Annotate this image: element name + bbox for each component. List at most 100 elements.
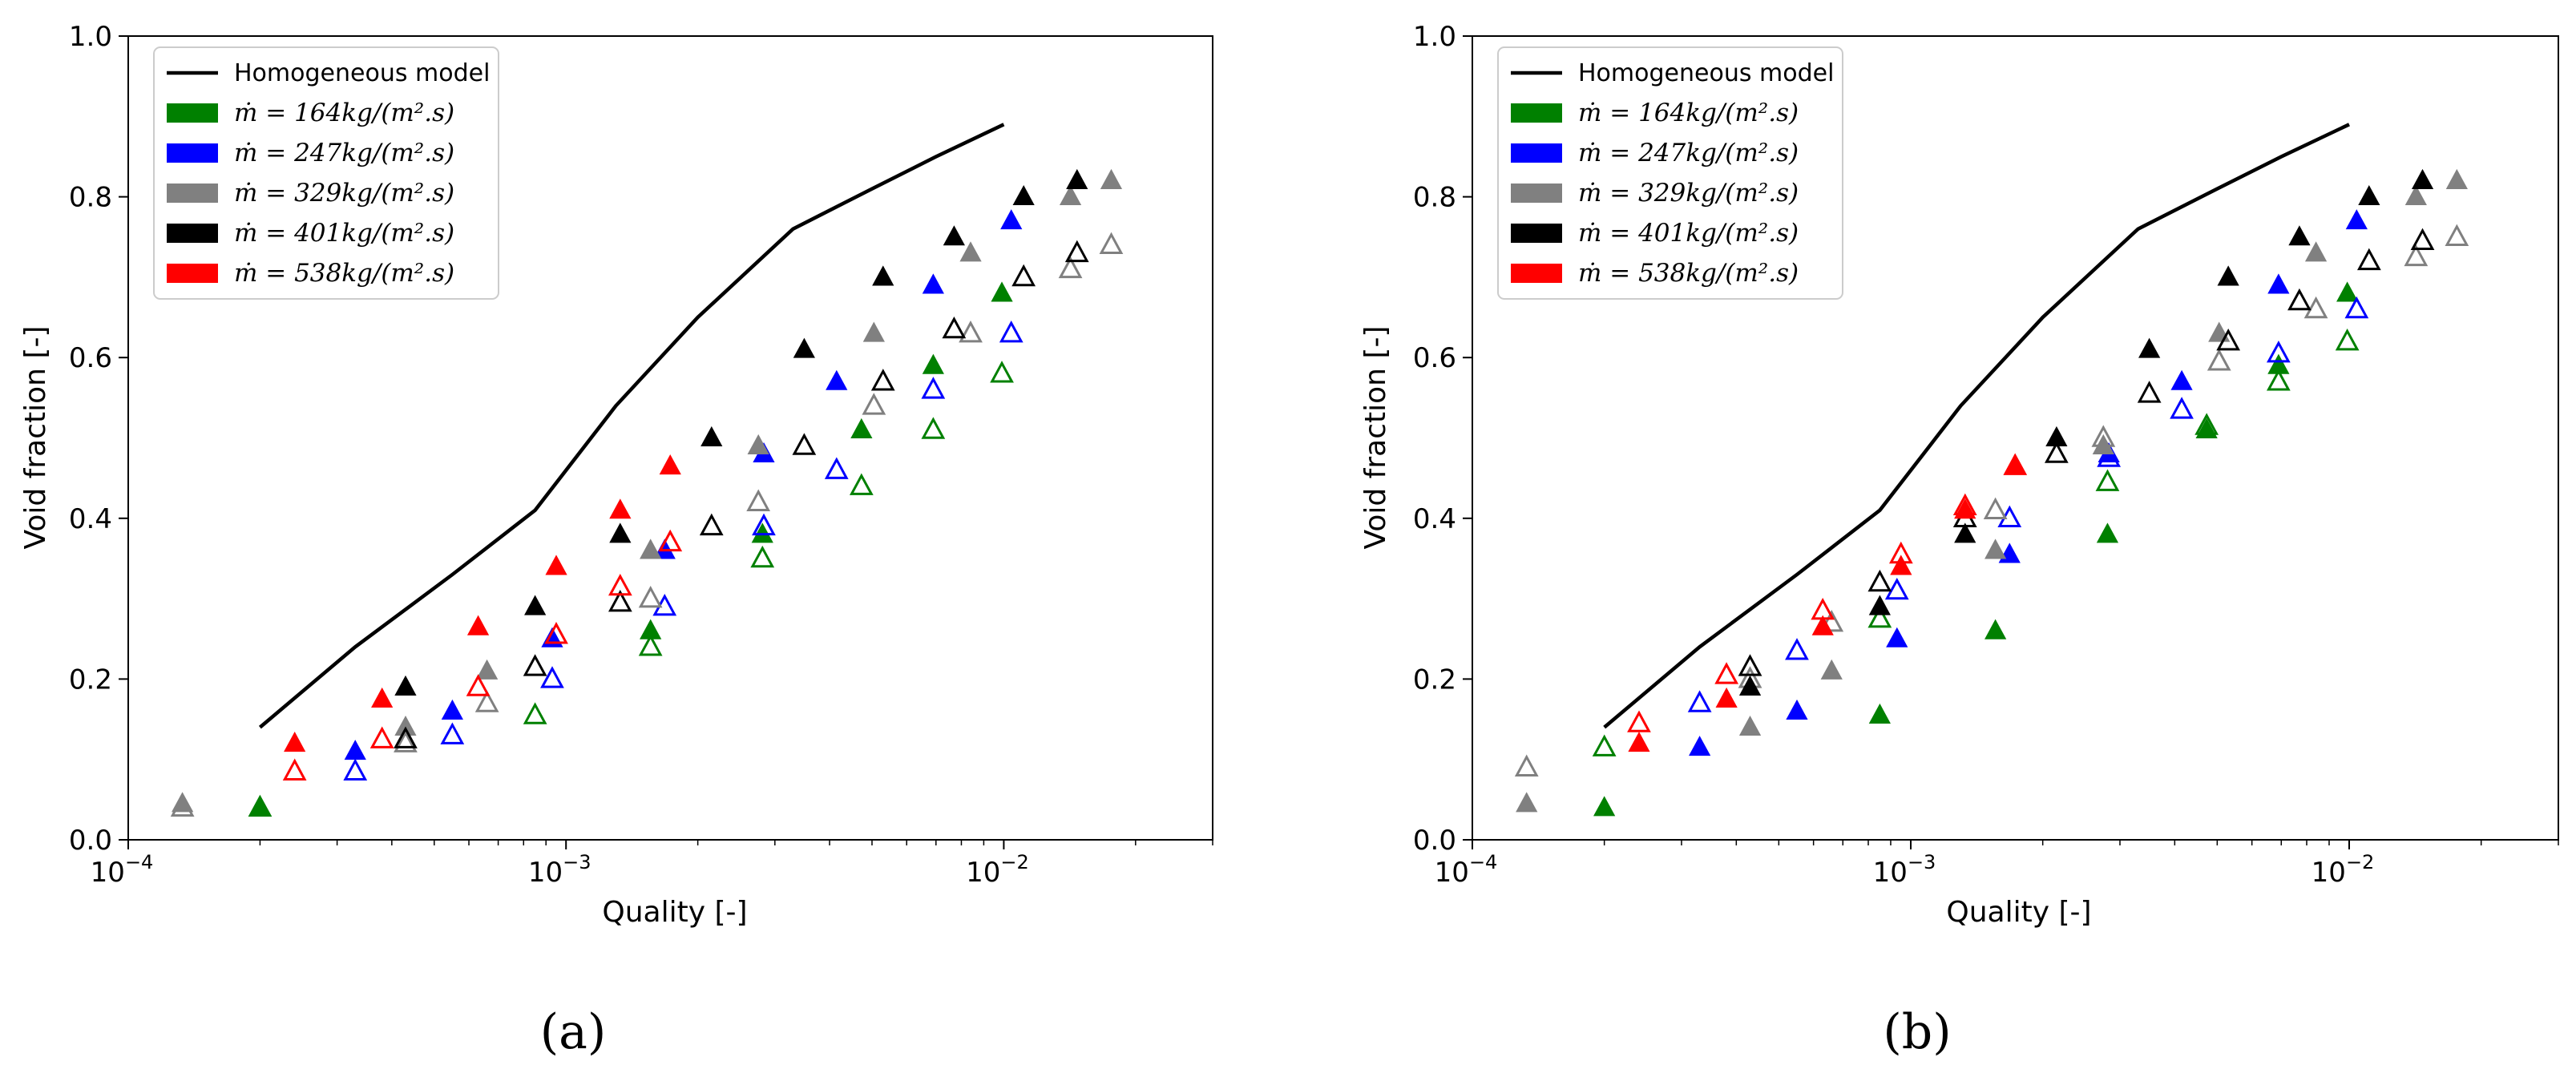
data-point-measured xyxy=(862,321,885,342)
data-point-predicted xyxy=(2266,369,2291,391)
data-point-measured xyxy=(441,699,463,720)
data-point-predicted xyxy=(369,726,394,748)
data-point-predicted xyxy=(544,622,568,644)
y-axis-label: Void fraction [-] xyxy=(1359,326,1392,550)
y-tick-label: 0.2 xyxy=(69,664,112,696)
data-point-predicted xyxy=(282,758,307,780)
data-point-predicted xyxy=(849,473,874,495)
data-point-measured xyxy=(872,265,894,286)
data-point-measured xyxy=(747,434,769,455)
data-point-measured xyxy=(640,538,662,559)
data-point-predicted xyxy=(752,513,776,536)
legend-color-swatch xyxy=(1511,264,1562,283)
data-point-predicted xyxy=(523,654,547,676)
data-point-measured xyxy=(524,595,547,615)
homogeneous-model-line xyxy=(1603,123,2350,729)
legend-label: ṁ = 401kg/(m².s) xyxy=(1578,219,1799,248)
axes-frame xyxy=(1472,35,2559,841)
data-point-measured xyxy=(1786,699,1808,720)
data-point-measured xyxy=(609,498,632,519)
data-point-predicted xyxy=(2194,413,2219,435)
data-point-measured xyxy=(922,353,944,374)
data-point-measured xyxy=(1059,185,1082,206)
data-point-measured xyxy=(1954,522,1976,543)
legend-label: ṁ = 401kg/(m².s) xyxy=(234,219,454,248)
data-point-predicted xyxy=(921,417,946,439)
legend-box xyxy=(153,46,499,300)
data-point-measured xyxy=(1593,796,1616,817)
data-point-measured xyxy=(793,337,815,358)
data-point-predicted xyxy=(248,794,273,817)
legend-color-swatch xyxy=(167,224,218,243)
legend-label: ṁ = 329kg/(m².s) xyxy=(1578,179,1799,208)
data-point-measured xyxy=(371,687,394,708)
legend-label: ṁ = 329kg/(m².s) xyxy=(234,179,454,208)
data-point-predicted xyxy=(921,377,946,399)
data-point-predicted xyxy=(2044,441,2069,463)
data-point-predicted xyxy=(540,666,564,688)
legend-label: Homogeneous model xyxy=(234,59,490,87)
data-point-measured xyxy=(2358,185,2380,206)
data-point-predicted xyxy=(2095,469,2120,491)
legend-box xyxy=(1497,46,1843,300)
legend-label: Homogeneous model xyxy=(1578,59,1834,87)
data-point-predicted xyxy=(1983,497,2008,519)
data-point-measured xyxy=(609,522,632,543)
data-point-measured xyxy=(1820,659,1843,680)
x-tick-label: 10−2 xyxy=(966,851,1029,889)
data-point-measured xyxy=(959,241,982,262)
legend-color-swatch xyxy=(167,184,218,203)
data-point-measured xyxy=(1715,687,1738,708)
y-tick-label: 0.0 xyxy=(1413,825,1456,857)
data-point-measured xyxy=(1628,732,1650,752)
y-tick-label: 0.2 xyxy=(1413,664,1456,696)
data-point-predicted xyxy=(1514,754,1539,776)
y-tick-label: 0.4 xyxy=(69,503,112,535)
data-point-measured xyxy=(1868,595,1891,615)
legend-color-swatch xyxy=(167,103,218,123)
data-point-predicted xyxy=(1819,610,1844,632)
data-point-predicted xyxy=(1011,264,1036,287)
data-point-measured xyxy=(394,675,417,696)
axes-frame xyxy=(127,35,1213,841)
data-point-measured xyxy=(2170,369,2193,390)
data-point-measured xyxy=(850,417,873,438)
data-point-measured xyxy=(1738,675,1762,696)
data-point-predicted xyxy=(2404,244,2429,267)
data-point-predicted xyxy=(870,369,895,391)
data-point-predicted xyxy=(2303,296,2328,319)
legend-label: ṁ = 247kg/(m².s) xyxy=(1578,139,1799,167)
data-point-measured xyxy=(701,426,723,447)
legend-color-swatch xyxy=(1511,224,1562,243)
data-point-predicted xyxy=(1811,597,1835,620)
data-point-predicted xyxy=(608,589,632,612)
data-point-measured xyxy=(1738,716,1762,736)
y-axis-label: Void fraction [-] xyxy=(19,326,52,550)
data-point-measured xyxy=(466,615,490,635)
data-point-measured xyxy=(1012,185,1035,206)
data-point-predicted xyxy=(1952,493,1977,515)
plot-area: 0.00.20.40.60.81.010−4 10−3 10−2Homogeneou… xyxy=(1413,21,2559,889)
data-point-predicted xyxy=(2207,349,2231,371)
data-point-measured xyxy=(476,659,499,680)
data-point-measured xyxy=(922,273,944,294)
legend-label: ṁ = 164kg/(m².s) xyxy=(1578,99,1799,127)
data-point-predicted xyxy=(1064,240,1089,263)
data-point-measured xyxy=(943,225,965,246)
data-point-predicted xyxy=(638,585,663,608)
y-tick-label: 0.4 xyxy=(1413,503,1456,535)
data-point-predicted xyxy=(2097,445,2122,467)
data-point-measured xyxy=(1689,736,1711,756)
data-point-measured xyxy=(1868,703,1891,724)
data-point-predicted xyxy=(394,726,418,748)
data-point-predicted xyxy=(990,361,1014,383)
data-point-predicted xyxy=(658,529,683,552)
x-axis-label: Quality [-] xyxy=(602,896,747,929)
y-tick-label: 0.6 xyxy=(69,342,112,374)
data-point-predicted xyxy=(1058,256,1083,279)
data-point-measured xyxy=(1984,538,2007,559)
data-point-measured xyxy=(545,555,567,575)
data-point-predicted xyxy=(2003,453,2028,475)
data-point-measured xyxy=(1811,615,1834,635)
